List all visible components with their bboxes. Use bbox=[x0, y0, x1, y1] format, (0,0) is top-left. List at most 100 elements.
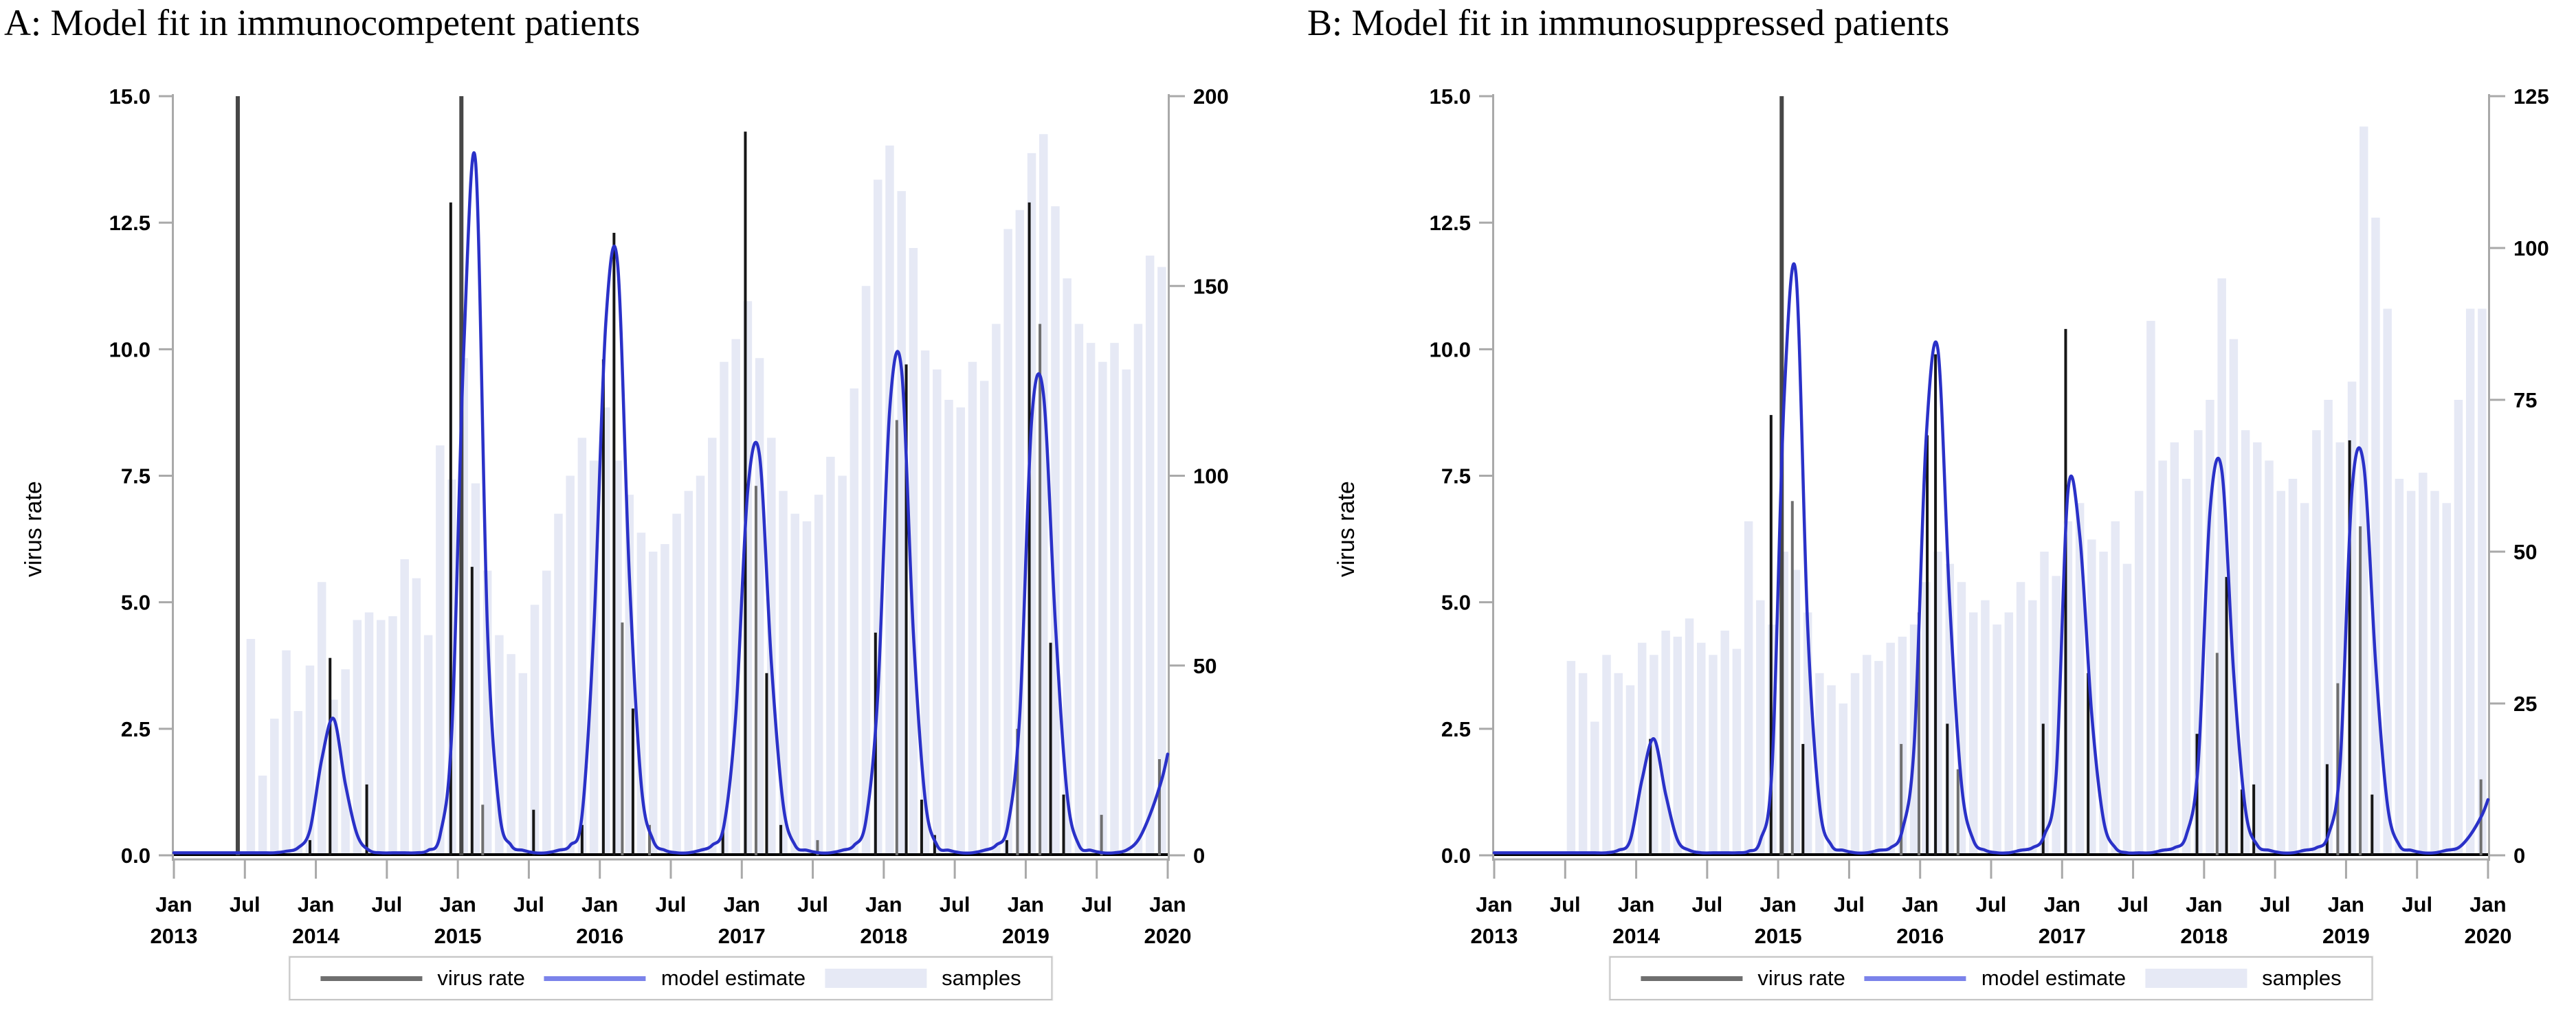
sample-bar bbox=[566, 475, 575, 855]
sample-bar bbox=[1039, 134, 1048, 855]
legend-item-virus-rate: virus rate bbox=[1641, 966, 1845, 991]
y-left-tick-label: 15.0 bbox=[1430, 84, 1471, 109]
virus-rate-spike bbox=[721, 830, 724, 855]
virus-rate-spike bbox=[744, 131, 747, 856]
virus-rate-spike bbox=[1801, 743, 1805, 855]
virus-rate-spike bbox=[481, 804, 485, 855]
x-tick-month-label: Jul bbox=[656, 892, 687, 916]
sample-bar bbox=[317, 582, 326, 855]
sample-bar bbox=[1827, 685, 1836, 855]
virus-rate-spike bbox=[1100, 815, 1103, 855]
sample-bar bbox=[246, 639, 256, 855]
sample-bar bbox=[2454, 400, 2463, 855]
x-tick-year-label: 2020 bbox=[1144, 924, 1192, 948]
virus-rate-spike bbox=[2087, 673, 2090, 855]
sample-bar bbox=[530, 605, 540, 855]
sample-bar bbox=[1098, 361, 1107, 855]
sample-bar bbox=[1133, 324, 1143, 855]
sample-bar bbox=[731, 339, 740, 856]
sample-bar bbox=[1957, 582, 1966, 855]
x-tick-month-label: Jan bbox=[2328, 892, 2364, 916]
sample-bar bbox=[968, 361, 977, 855]
virus-rate-spike bbox=[631, 708, 634, 855]
sample-bar bbox=[1051, 206, 1060, 856]
x-tick-month-label: Jan bbox=[865, 892, 902, 916]
virus-rate-spike bbox=[816, 840, 819, 855]
virus-rate-spike bbox=[470, 567, 474, 855]
virus-rate-spike bbox=[2064, 328, 2067, 855]
sample-bar bbox=[436, 445, 445, 855]
virus-rate-spike bbox=[1900, 743, 1903, 855]
sample-bar bbox=[2028, 600, 2037, 855]
legend-item-samples: samples bbox=[2145, 966, 2342, 991]
virus-rate-spike bbox=[1039, 324, 1042, 855]
sample-bar bbox=[1157, 267, 1166, 855]
model-estimate-line bbox=[1492, 262, 2490, 855]
y-left-tick-label: 10.0 bbox=[109, 337, 151, 361]
legend-label-virus-rate: virus rate bbox=[437, 966, 525, 990]
virus-rate-spike bbox=[365, 784, 368, 855]
y-right-tick-label: 75 bbox=[2513, 388, 2537, 412]
sample-bar bbox=[1874, 661, 1883, 855]
sample-bar bbox=[423, 635, 433, 855]
sample-bar bbox=[885, 145, 894, 856]
sample-bar bbox=[1578, 673, 1588, 855]
virus-rate-spike bbox=[754, 486, 757, 855]
virus-rate-spike bbox=[2240, 789, 2243, 855]
sample-bar bbox=[1756, 600, 1765, 855]
x-tick-year-label: 2016 bbox=[576, 924, 623, 948]
y-right-tick-label: 100 bbox=[1193, 464, 1229, 488]
x-tick-month-label: Jan bbox=[155, 892, 192, 916]
sample-bar bbox=[1886, 642, 1895, 855]
x-tick-year-label: 2019 bbox=[2322, 924, 2370, 948]
sample-bar bbox=[660, 543, 669, 855]
sample-bar bbox=[2276, 491, 2285, 855]
sample-bar bbox=[1086, 343, 1096, 855]
legend-label-samples: samples bbox=[2262, 966, 2342, 990]
y-right-tick-label: 0 bbox=[1193, 844, 1205, 868]
sample-bar bbox=[507, 654, 515, 855]
y-right-tick-label: 50 bbox=[1193, 654, 1217, 678]
x-tick-year-label: 2020 bbox=[2465, 924, 2512, 948]
sample-bar bbox=[625, 495, 634, 855]
x-tick-month-label: Jul bbox=[1691, 892, 1722, 916]
panel-b-title: B: Model fit in immunosuppressed patient… bbox=[1307, 2, 1950, 43]
sample-bar bbox=[1145, 256, 1155, 855]
sample-bar bbox=[1685, 618, 1694, 855]
sample-bar bbox=[2217, 278, 2226, 855]
sample-bar bbox=[2170, 442, 2179, 855]
sample-bar bbox=[2241, 430, 2250, 855]
sample-bar bbox=[613, 460, 622, 855]
virus-rate-spike bbox=[1926, 435, 1929, 855]
sample-bar bbox=[388, 616, 397, 855]
x-tick-month-label: Jan bbox=[298, 892, 334, 916]
x-tick-month-label: Jul bbox=[371, 892, 402, 916]
y-left-tick-label: 7.5 bbox=[1441, 464, 1471, 488]
y-right-tick-label: 200 bbox=[1193, 84, 1229, 109]
y-right-tick-label: 100 bbox=[2513, 236, 2549, 260]
x-tick-year-label: 2013 bbox=[151, 924, 198, 948]
x-tick-month-label: Jan bbox=[581, 892, 618, 916]
sample-bar bbox=[1744, 521, 1753, 855]
y-left-tick-label: 0.0 bbox=[121, 844, 151, 868]
x-tick-year-label: 2019 bbox=[1002, 924, 1050, 948]
sample-bar bbox=[1815, 673, 1824, 855]
sample-bar bbox=[897, 191, 906, 855]
sample-bar bbox=[956, 407, 965, 855]
y-left-tick-label: 2.5 bbox=[1441, 717, 1471, 741]
virus-rate-spike bbox=[235, 96, 240, 855]
y-right-tick-label: 125 bbox=[2513, 84, 2549, 109]
sample-bar bbox=[270, 719, 279, 855]
x-tick-month-label: Jan bbox=[1759, 892, 1796, 916]
sample-bar bbox=[1720, 630, 1729, 855]
virus-rate-spike bbox=[1157, 759, 1161, 855]
y-right-tick-label: 25 bbox=[2513, 692, 2537, 716]
sample-bar bbox=[471, 483, 480, 855]
sample-bar bbox=[1602, 655, 1611, 855]
y-left-tick-label: 12.5 bbox=[1430, 211, 1471, 235]
sample-bar bbox=[2288, 478, 2298, 855]
sample-bar bbox=[2004, 612, 2014, 855]
x-tick-month-label: Jul bbox=[1834, 892, 1865, 916]
sample-bar bbox=[2430, 491, 2439, 855]
sample-bar bbox=[2478, 308, 2487, 855]
